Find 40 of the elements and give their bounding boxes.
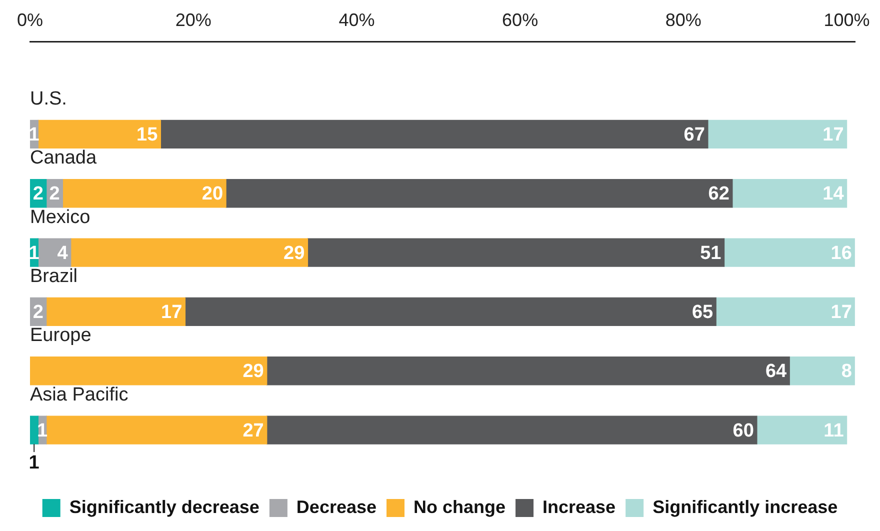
x-tick-label: 20%: [175, 10, 212, 30]
data-label: 27: [242, 420, 264, 442]
y-tick-label: Mexico: [30, 206, 90, 228]
x-tick-label: 60%: [502, 10, 538, 30]
data-label: 17: [161, 302, 182, 323]
data-label: 2: [32, 302, 44, 323]
x-tick-label: 100%: [824, 10, 870, 30]
legend-label: No change: [414, 496, 506, 517]
data-label: 29: [242, 361, 264, 382]
y-tick-label: Europe: [30, 325, 92, 346]
x-tick-label: 0%: [16, 10, 44, 30]
data-label: 17: [830, 302, 852, 323]
data-label: 64: [765, 361, 788, 382]
data-label: 17: [822, 124, 844, 146]
data-label: 14: [822, 184, 844, 205]
data-label: 62: [708, 184, 730, 205]
data-label: 16: [830, 242, 852, 264]
data-label: 67: [684, 124, 705, 146]
legend-label: Significantly decrease: [69, 496, 260, 517]
legend-label: Decrease: [296, 496, 377, 517]
data-label: 29: [284, 242, 305, 264]
data-label: 15: [136, 124, 158, 146]
data-label: 1: [28, 452, 40, 474]
x-tick-label: 40%: [338, 10, 375, 30]
data-label: 4: [57, 242, 68, 264]
y-tick-label: Asia Pacific: [30, 384, 128, 406]
data-label: 2: [32, 184, 44, 205]
data-label: 20: [202, 184, 224, 205]
data-label: 51: [700, 242, 722, 264]
data-label: 65: [692, 302, 714, 323]
y-tick-label: Brazil: [30, 266, 78, 287]
legend-label: Increase: [542, 496, 616, 517]
data-label: 60: [732, 420, 754, 442]
x-tick-label: 80%: [665, 10, 702, 30]
data-label: 11: [824, 420, 844, 442]
data-label: 8: [841, 361, 852, 382]
legend-label: Significantly increase: [652, 496, 838, 517]
data-label: 2: [49, 184, 60, 205]
y-tick-label: Canada: [30, 148, 97, 169]
y-tick-label: U.S.: [30, 88, 67, 110]
